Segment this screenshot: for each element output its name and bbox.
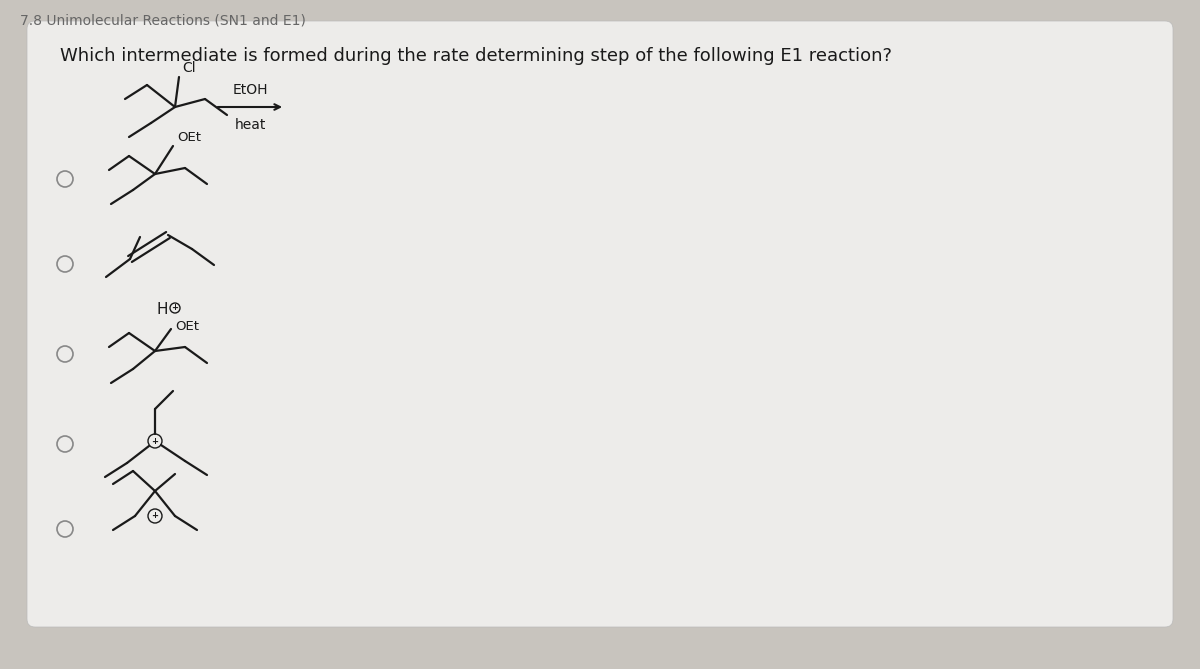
Text: Which intermediate is formed during the rate determining step of the following E: Which intermediate is formed during the …	[60, 47, 892, 65]
Text: +: +	[151, 512, 158, 520]
Text: H: H	[157, 302, 168, 316]
Text: +: +	[151, 436, 158, 446]
Text: heat: heat	[234, 118, 265, 132]
FancyBboxPatch shape	[28, 21, 1174, 627]
Text: EtOH: EtOH	[233, 83, 268, 97]
Text: 7.8 Unimolecular Reactions (SN1 and E1): 7.8 Unimolecular Reactions (SN1 and E1)	[20, 14, 306, 28]
Text: OEt: OEt	[175, 320, 199, 333]
Text: Cl: Cl	[182, 61, 196, 75]
Text: +: +	[172, 304, 179, 312]
Text: OEt: OEt	[178, 131, 202, 144]
